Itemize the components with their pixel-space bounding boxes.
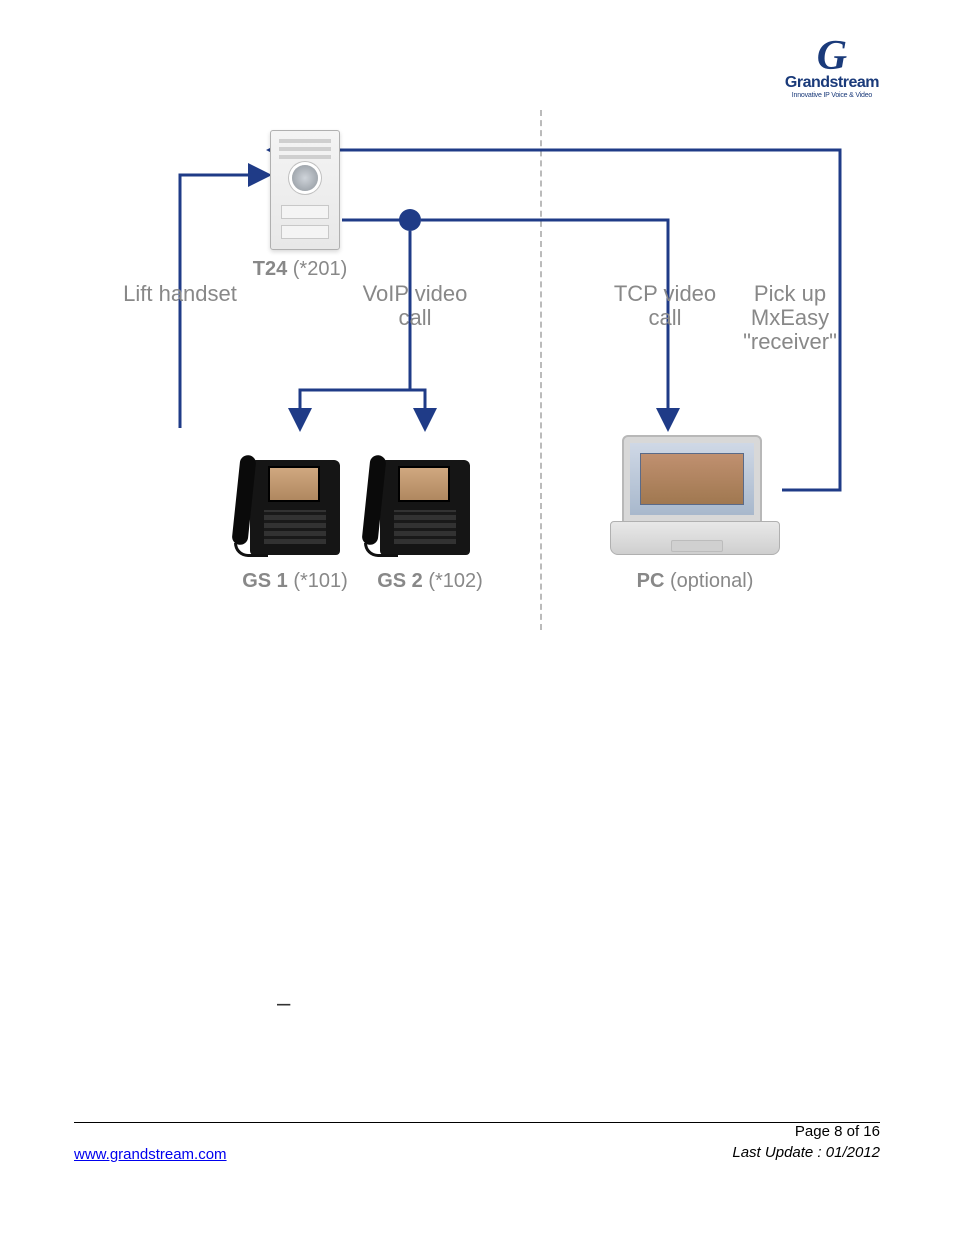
label-lift-handset: Lift handset xyxy=(110,282,250,306)
label-t24: T24 (*201) xyxy=(230,258,370,281)
label-pc: PC (optional) xyxy=(620,570,770,593)
brand-logo: G Grandstream Innovative IP Voice & Vide… xyxy=(785,40,879,99)
label-gs2: GS 2 (*102) xyxy=(365,570,495,593)
label-voip-call: VoIP video call xyxy=(350,282,480,330)
label-pick-up: Pick up MxEasy "receiver" xyxy=(730,282,850,355)
logo-brand-text: Grandstream xyxy=(785,74,879,92)
device-gs2-videophone xyxy=(370,435,480,555)
device-t24-door-station xyxy=(270,130,340,250)
logo-tagline: Innovative IP Voice & Video xyxy=(785,92,879,99)
label-tcp-call: TCP video call xyxy=(600,282,730,330)
footer-url-link[interactable]: www.grandstream.com xyxy=(74,1146,227,1163)
logo-mark: G xyxy=(785,40,879,74)
stray-dash: – xyxy=(277,990,290,1018)
page-root: G Grandstream Innovative IP Voice & Vide… xyxy=(0,0,954,1235)
footer-page-number: Page 8 of 16 xyxy=(732,1121,880,1142)
footer-right: Page 8 of 16 Last Update : 01/2012 xyxy=(732,1121,880,1163)
footer-last-update: Last Update : 01/2012 xyxy=(732,1142,880,1163)
device-pc-laptop xyxy=(610,435,780,555)
device-gs1-videophone xyxy=(240,435,350,555)
label-gs1: GS 1 (*101) xyxy=(230,570,360,593)
network-diagram: Lift handset VoIP video call TCP video c… xyxy=(120,110,880,620)
